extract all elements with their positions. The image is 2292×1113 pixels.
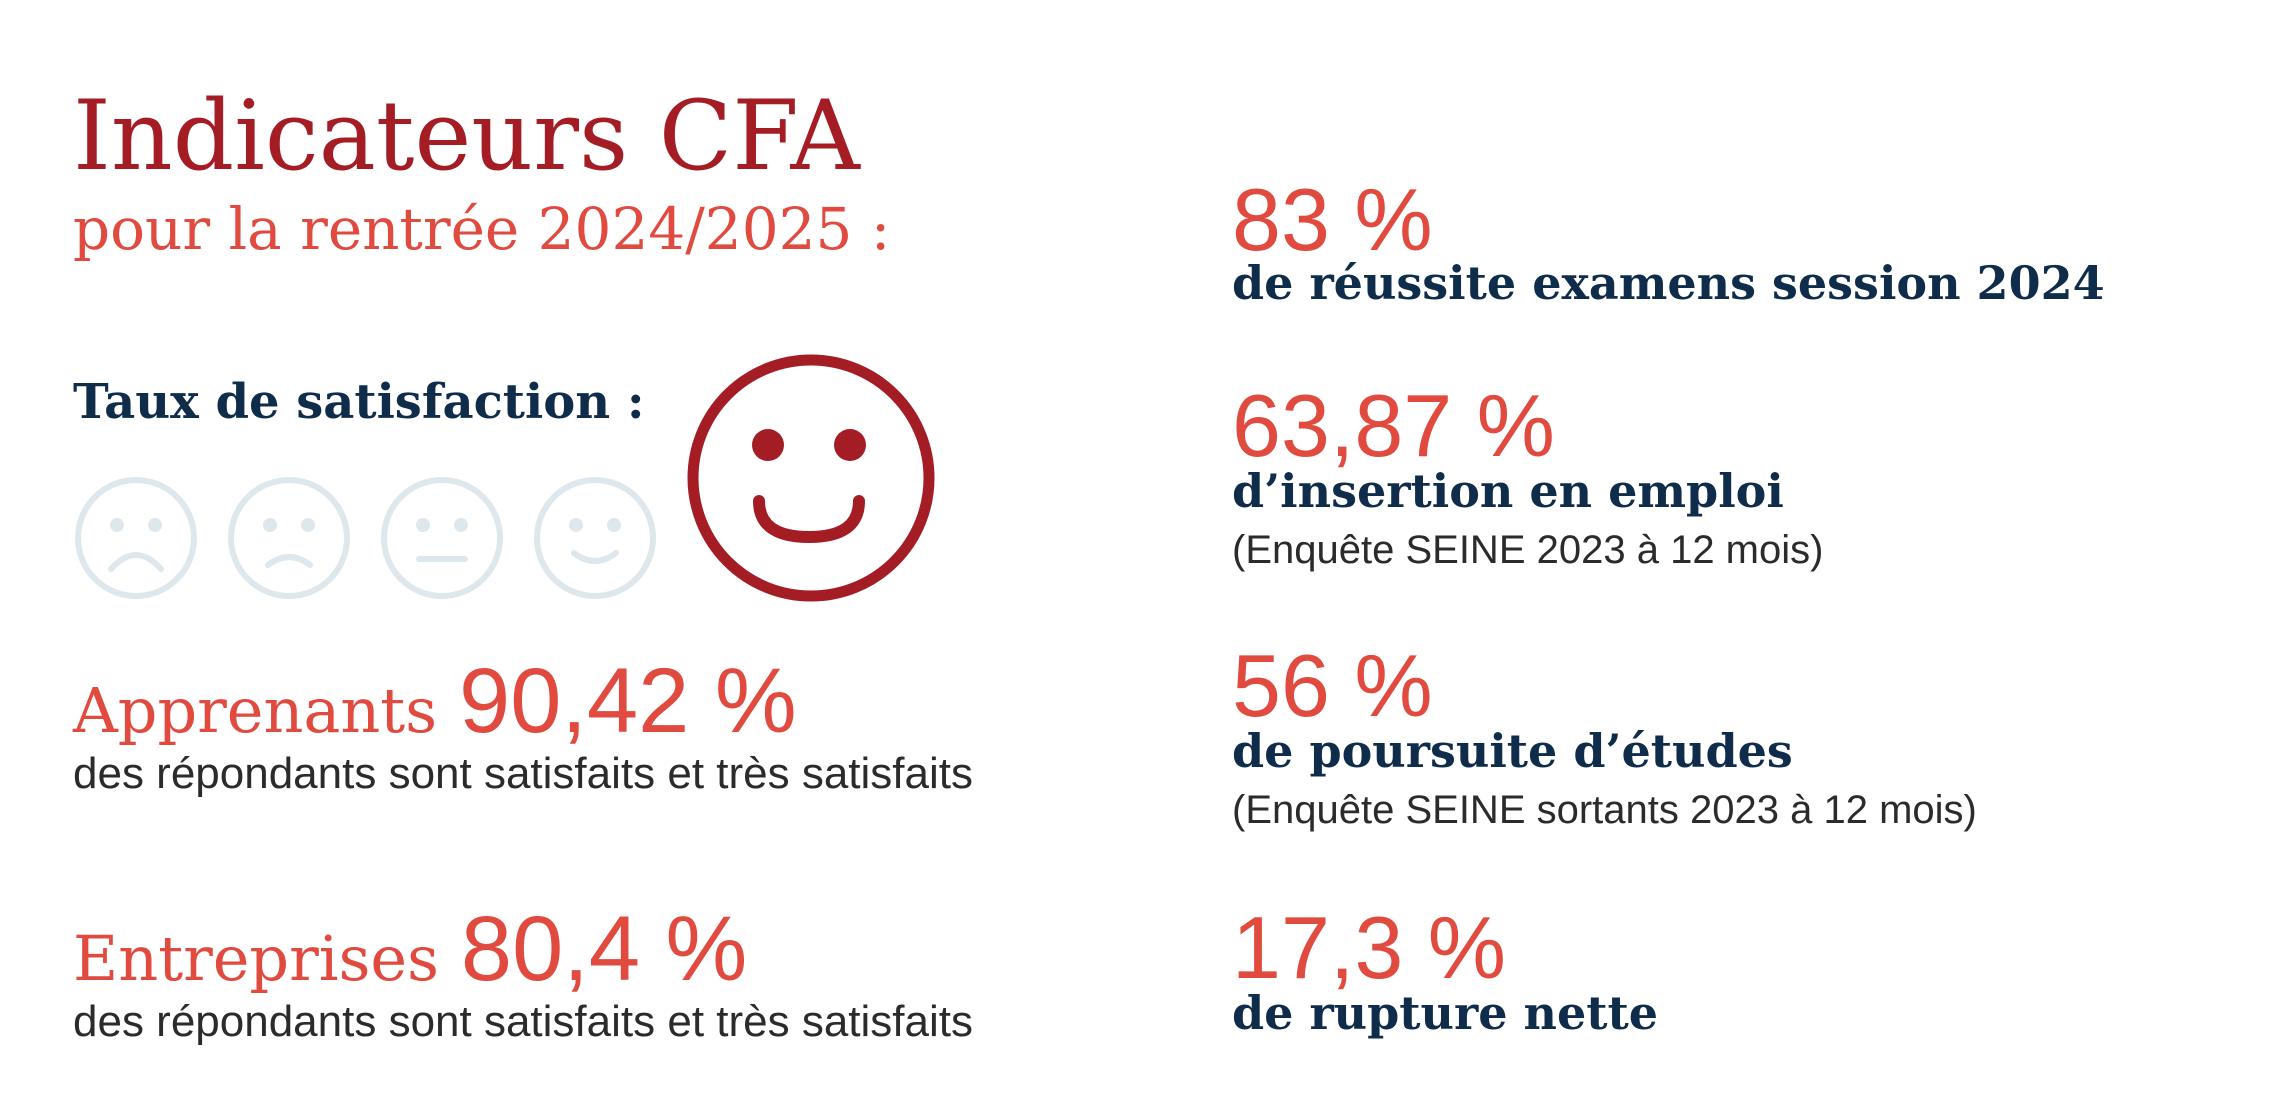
page-title: Indicateurs CFA (73, 80, 860, 192)
indicator-note-insertion: (Enquête SEINE 2023 à 12 mois) (1232, 528, 1824, 572)
entreprises-description: des répondants sont satisfaits et très s… (73, 997, 974, 1046)
indicator-label-rupture: de rupture nette (1232, 986, 1658, 1040)
satisfaction-label: Taux de satisfaction : (73, 374, 645, 430)
apprenants-value: 90,42 % (459, 650, 797, 752)
indicator-value-poursuite: 56 % (1232, 636, 1433, 735)
indicator-label-insertion: d’insertion en emploi (1232, 464, 1784, 518)
apprenants-label: Apprenants (73, 674, 438, 747)
sad-face-icon (226, 475, 352, 601)
entreprises-stat: Entreprises 80,4 % (73, 903, 747, 995)
apprenants-description: des répondants sont satisfaits et très s… (73, 749, 974, 798)
neutral-face-icon (379, 475, 505, 601)
indicator-label-reussite: de réussite examens session 2024 (1232, 256, 2105, 310)
entreprises-label: Entreprises (73, 922, 439, 995)
apprenants-stat: Apprenants 90,42 % (73, 655, 797, 747)
very-sad-face-icon (73, 475, 199, 601)
big-smile-face-icon (686, 353, 936, 603)
entreprises-value: 80,4 % (460, 898, 748, 1000)
indicator-value-insertion: 63,87 % (1232, 376, 1555, 475)
page-subtitle: pour la rentrée 2024/2025 : (73, 195, 891, 263)
smile-face-icon (532, 475, 658, 601)
indicator-note-poursuite: (Enquête SEINE sortants 2023 à 12 mois) (1232, 788, 1977, 832)
indicator-label-poursuite: de poursuite d’études (1232, 724, 1793, 778)
indicator-value-reussite: 83 % (1232, 170, 1433, 269)
indicator-value-rupture: 17,3 % (1232, 898, 1506, 997)
